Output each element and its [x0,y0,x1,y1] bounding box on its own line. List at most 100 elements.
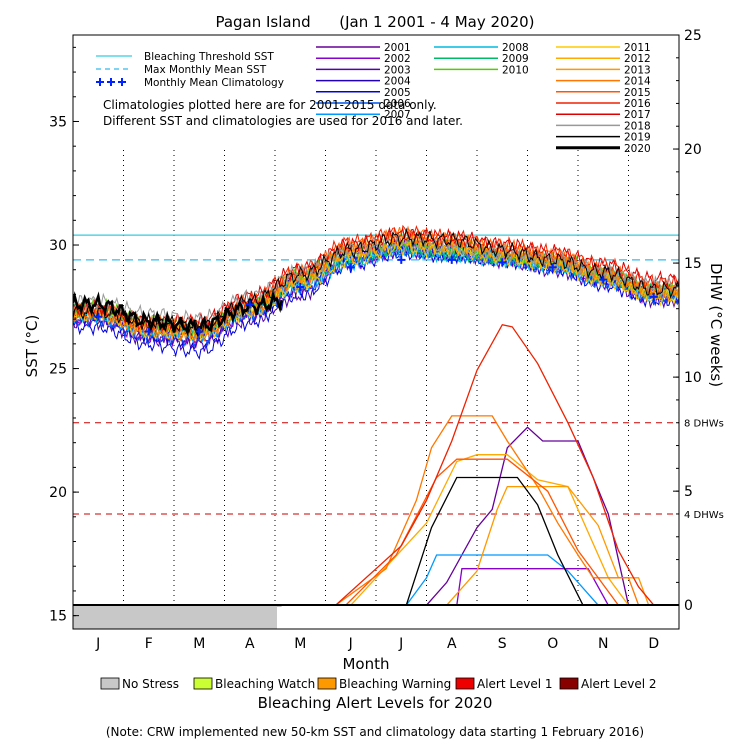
dhw-line-2013 [73,485,679,606]
climatology-mark [548,263,557,272]
sst-line-2019 [73,227,679,334]
dhw-line-2012 [73,454,679,606]
month-tick-label: F [145,636,153,652]
dhw-series [73,323,679,607]
month-tick-label: J [398,636,403,652]
alert-legend-swatch [559,677,579,690]
climatology-mark [498,258,507,267]
alert-legend-label: Alert Level 1 [477,677,553,691]
dhw-reference-label: 4 DHWs [684,510,724,521]
year-legend-label: 2015 [624,87,651,99]
right-tick-label: 0 [684,598,693,614]
climatology-mark [195,327,204,336]
year-legend-label: 2018 [624,120,651,132]
alert-legend-label: Bleaching Warning [339,677,451,691]
sst-line-2018 [73,234,679,328]
left-tick-label: 25 [49,362,67,378]
year-legend-label: 2008 [502,42,529,54]
dhw-line-2016 [73,323,679,606]
alert-legend-label: No Stress [122,677,179,691]
year-legend-label: 2020 [624,143,651,155]
climatology-note-line: Climatologies plotted here are for 2001-… [103,98,437,112]
left-y-axis: 15 20 25 30 35 [49,46,79,625]
sst-line-2016 [73,224,679,334]
month-tick-label: J [95,636,100,652]
year-legend-label: 2013 [624,64,651,76]
monthly-mean-climatology-marks [94,255,658,336]
climatology-mark [397,255,406,264]
right-tick-label: 5 [684,484,693,500]
threshold-legend-label: Monthly Mean Climatology [144,77,284,89]
left-tick-label: 20 [49,485,67,501]
threshold-legend-label: Bleaching Threshold SST [144,51,274,63]
sst-series [73,224,679,361]
right-tick-label: 20 [684,142,702,158]
year-legend-label: 2002 [384,53,411,65]
month-tick-label: A [447,636,457,652]
left-tick-label: 30 [49,238,67,254]
month-tick-label: D [648,636,659,652]
right-y-axis: 0 5 10 15 20 25 [673,28,702,614]
footnote: (Note: CRW implemented new 50-km SST and… [106,725,644,739]
month-tick-label: M [294,636,306,652]
climatology-mark [94,312,103,321]
right-tick-label: 10 [684,370,702,386]
right-tick-label: 15 [684,256,702,272]
alert-legend-title: Bleaching Alert Levels for 2020 [258,694,493,712]
year-legend-label: 2001 [384,42,411,54]
climatology-mark [296,283,305,292]
dhw-reference-label: 8 DHWs [684,419,724,430]
alert-legend-swatch [193,677,213,690]
right-tick-label: 25 [684,28,702,44]
month-gridlines [123,150,629,608]
climatology-mark [599,275,608,284]
x-axis-label: Month [342,655,389,673]
left-tick-label: 35 [49,114,67,130]
alert-legend-swatch [455,677,475,690]
climatology-mark [245,300,254,309]
year-legend-label: 2012 [624,53,651,65]
alert-legend-swatch [317,677,337,690]
alert-legend-label: Alert Level 2 [581,677,657,691]
month-tick-label: A [245,636,255,652]
climatology-mark [649,292,658,301]
threshold-legend-swatch [96,78,104,86]
year-legend-label: 2017 [624,109,651,121]
climatology-note: Climatologies plotted here are for 2001-… [103,98,463,128]
year-legend-label: 2005 [384,87,411,99]
climatology-mark [346,263,355,272]
year-legend-label: 2011 [624,42,651,54]
alert-level-legend: No Stress Bleaching Watch Bleaching Warnin… [100,677,657,691]
left-tick-label: 15 [49,609,67,625]
year-legend-label: 2019 [624,132,651,144]
threshold-legend-swatch [107,78,115,86]
year-legend-label: 2010 [502,64,529,76]
month-tick-label: S [498,636,507,652]
year-legend-label: 2009 [502,53,529,65]
dhw-line-2015 [73,458,679,606]
month-tick-label: N [598,636,608,652]
year-legend-label: 2006 [384,98,411,110]
threshold-legend-swatch [118,78,126,86]
dhw-line-2007 [73,554,679,606]
y-axis-label-left: SST (°C) [23,315,41,378]
year-legend-label: 2003 [384,64,411,76]
sst-line-2020 [73,291,283,338]
alert-level-bar-no-stress [73,605,277,629]
year-legend-label: 2004 [384,76,411,88]
alert-legend-label: Bleaching Watch [215,677,315,691]
threshold-legend-label: Max Monthly Mean SST [144,64,267,76]
year-legend-label: 2007 [384,109,411,121]
climatology-mark [144,327,153,336]
month-tick-label: M [193,636,205,652]
climatology-note-line: Different SST and climatologies are used… [103,114,463,128]
year-legend-label: 2014 [624,76,651,88]
month-tick-label: O [547,636,558,652]
alert-legend-swatch [100,677,120,690]
year-legend-label: 2016 [624,98,651,110]
month-tick-label: J [348,636,353,652]
